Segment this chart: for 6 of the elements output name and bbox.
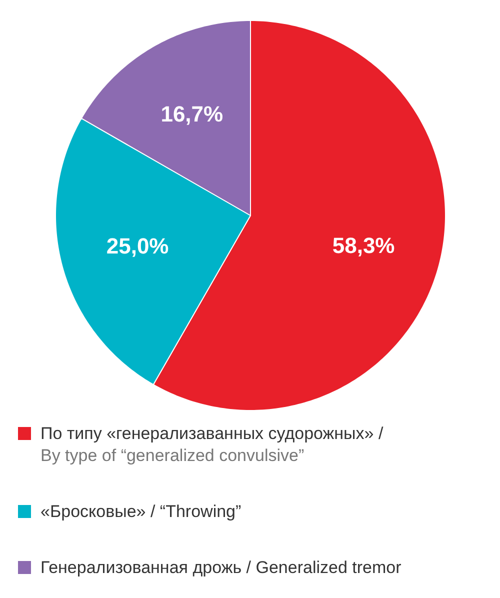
data-label: 58,3% (332, 233, 395, 258)
legend-label: Генерализованная дрожь / Generalized tremor (40, 558, 402, 577)
data-label: 16,7% (160, 102, 224, 127)
legend-label: По типу «генерализаванных судорожных» / By type of “generalized convulsive” (40, 424, 384, 465)
legend-label: «Бросковые» / “Throwing” (40, 502, 242, 521)
data-label: 25,0% (106, 234, 169, 259)
